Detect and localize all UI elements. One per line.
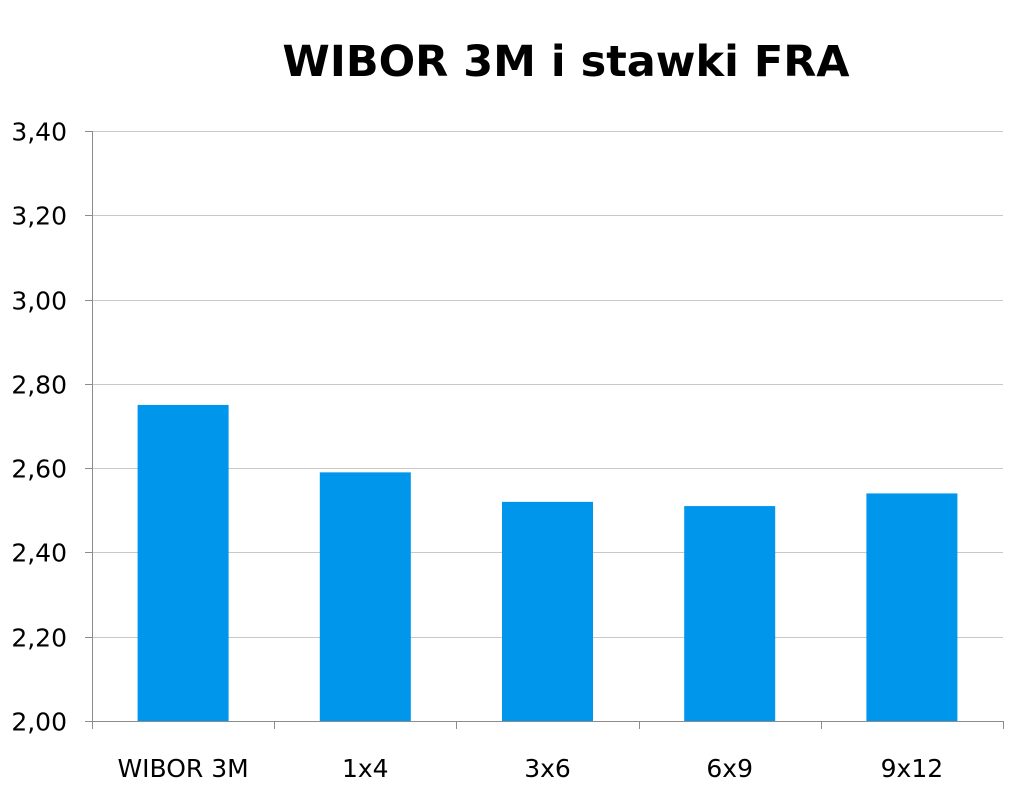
- bar-6x9: [684, 506, 776, 721]
- x-axis-category-labels: WIBOR 3M 1x4 3x6 6x9 9x12: [117, 754, 943, 783]
- bar-wibor-3m: [137, 404, 229, 721]
- bar-9x12: [866, 493, 958, 721]
- axes: [85, 131, 1004, 729]
- x-category-label: WIBOR 3M: [117, 754, 248, 783]
- y-tick-label: 2,80: [11, 371, 67, 400]
- bar-1x4: [319, 472, 411, 721]
- x-category-label: 6x9: [706, 754, 753, 783]
- x-category-label: 3x6: [524, 754, 571, 783]
- y-tick-label: 3,40: [11, 118, 67, 147]
- y-axis-tick-labels: 2,00 2,20 2,40 2,60 2,80 3,00 3,20 3,40: [11, 118, 67, 737]
- bars: [137, 404, 958, 721]
- y-tick-label: 3,00: [11, 287, 67, 316]
- chart-title: WIBOR 3M i stawki FRA: [282, 37, 850, 87]
- y-tick-label: 2,00: [11, 708, 67, 737]
- y-tick-label: 3,20: [11, 202, 67, 231]
- y-tick-label: 2,40: [11, 539, 67, 568]
- x-category-label: 1x4: [342, 754, 389, 783]
- x-category-label: 9x12: [881, 754, 944, 783]
- bar-3x6: [502, 501, 593, 721]
- y-tick-label: 2,60: [11, 455, 67, 484]
- y-tick-label: 2,20: [11, 624, 67, 653]
